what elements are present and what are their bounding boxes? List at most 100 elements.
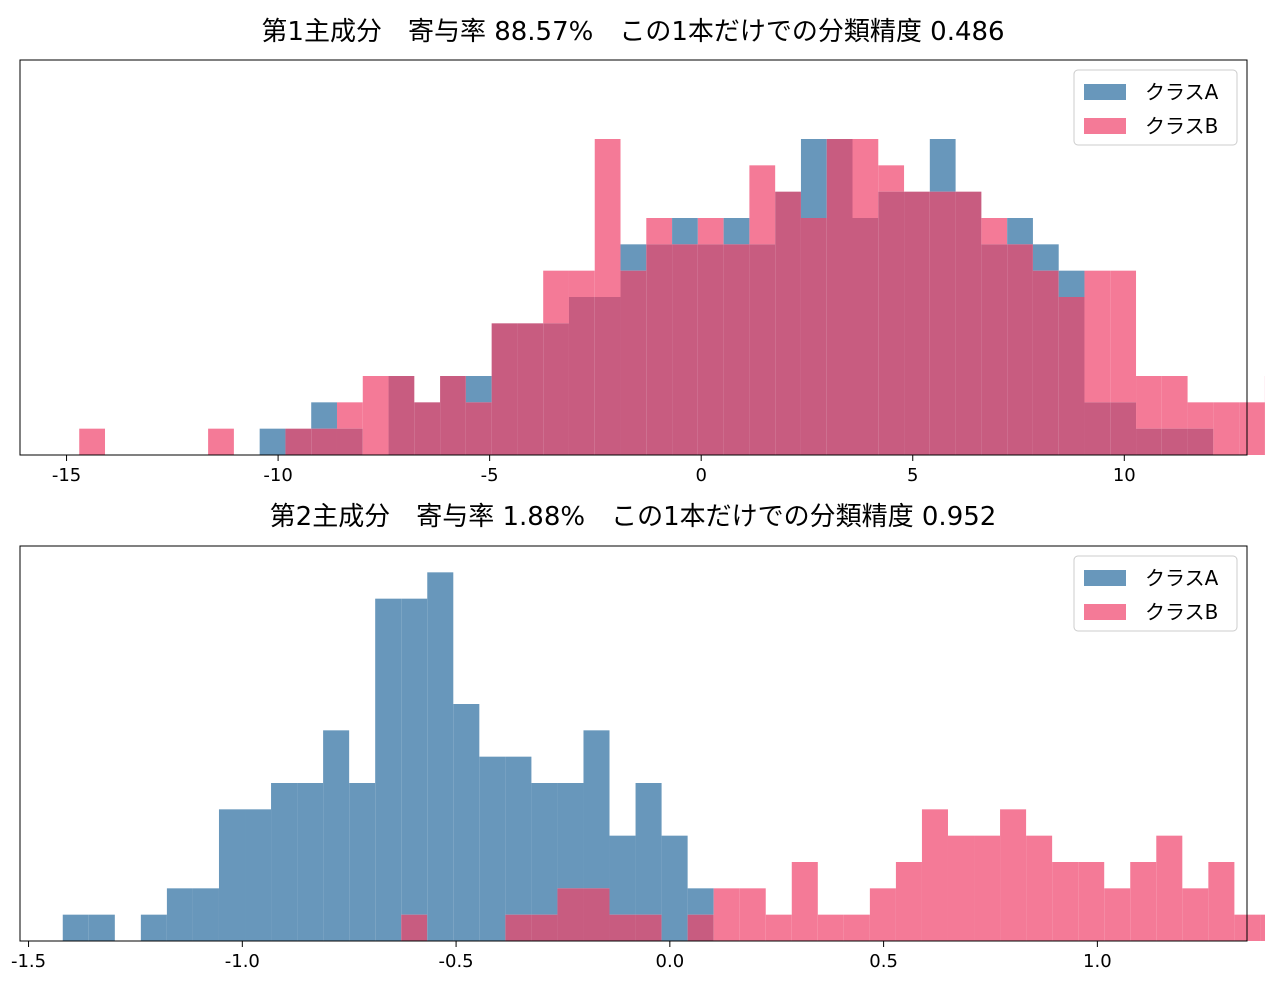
histogram-bar-class-a [167,888,193,941]
x-tick-label: -0.5 [439,951,474,972]
histogram-bar-class-a [636,783,662,915]
legend-label: クラスB [1145,114,1218,138]
histogram-bar-class-a [193,888,219,941]
histogram-bar-overlap [543,323,569,455]
histogram-bar-overlap [852,218,878,455]
histogram-bar-class-a [323,730,349,941]
histogram-bar-class-b [1136,376,1162,429]
histogram-bar-overlap [1033,271,1059,455]
histogram-bar-class-a [479,757,505,941]
histogram-bar-class-a [688,888,714,914]
histogram-bar-overlap [904,192,930,455]
histogram-bar-class-b [714,888,740,941]
histogram-bar-overlap [636,915,662,941]
x-tick-label: 10 [1113,465,1136,486]
histogram-bar-class-a [427,572,453,941]
histogram-bar-overlap [285,429,311,455]
histogram-bar-class-b [818,915,844,941]
histogram-bar-overlap [688,915,714,941]
histogram-bar-overlap [827,139,853,455]
histogram-bar-class-b [569,271,595,297]
x-tick-label: -1.5 [11,951,46,972]
histogram-bar-overlap [930,192,956,455]
histogram-bar-class-b [1182,888,1208,941]
histogram-bar-overlap [466,402,492,455]
histogram-bar-class-a [271,783,297,941]
histogram-bar-class-b [948,836,974,941]
histogram-bar-class-a [724,218,750,244]
histogram-bar-class-a [466,376,492,402]
histogram-bar-overlap [801,218,827,455]
histogram-bar-overlap [672,244,698,455]
histogram-bar-class-a [375,599,401,941]
histogram-bar-class-a [63,915,89,941]
histogram-bar-overlap [531,915,557,941]
histogram-bar-overlap [956,192,982,455]
histogram-bar-class-a [557,783,583,888]
legend-label: クラスB [1145,600,1218,624]
x-tick-label: -5 [481,465,499,486]
histogram-bar-class-a [349,783,375,941]
histogram-bar-class-a [662,836,688,941]
histogram-bar-overlap [517,323,543,455]
histogram-bar-class-b [922,809,948,941]
histogram-bar-class-b [1078,862,1104,941]
chart-1-title: 第1主成分 寄与率 88.57% この1本だけでの分類精度 0.486 [261,17,1004,47]
histogram-bar-overlap [775,192,801,455]
histogram-bar-overlap [1084,402,1110,455]
histogram-bar-overlap [1059,297,1085,455]
histogram-bar-class-a [245,809,271,941]
histogram-bar-class-a [297,783,323,941]
histogram-bar-overlap [621,271,647,455]
histogram-bar-class-a [89,915,115,941]
histogram-bar-class-a [672,218,698,244]
histogram-bar-class-a [621,244,647,270]
histogram-bar-class-b [1162,376,1188,429]
legend-label: クラスA [1145,566,1219,590]
histogram-bar-class-b [79,429,105,455]
histogram-bar-overlap [1136,429,1162,455]
histogram-bar-class-b [1052,862,1078,941]
histogram-bar-class-b [878,165,904,191]
histogram-bar-class-b [974,836,1000,941]
histogram-bar-class-b [337,402,363,428]
histogram-bar-class-a [610,836,636,915]
x-tick-label: 0 [695,465,706,486]
histogram-bar-class-b [646,218,672,244]
histogram-bar-overlap [878,192,904,455]
histogram-bar-overlap [583,888,609,941]
histogram-bar-class-b [896,862,922,941]
histogram-bar-overlap [414,402,440,455]
histogram-bar-class-a [260,429,286,455]
histogram-bar-overlap [505,915,531,941]
histogram-bar-class-b [1110,271,1136,403]
histogram-bar-class-a [1007,218,1033,244]
histogram-bar-class-a [531,783,557,915]
histogram-bar-overlap [492,323,518,455]
histogram-bar-class-a [505,757,531,915]
x-tick-label: -15 [52,465,81,486]
histogram-bar-class-b [1026,836,1052,941]
histogram-bar-class-b [844,915,870,941]
histogram-bar-class-b [595,139,621,297]
histogram-bar-class-b [1156,836,1182,941]
histogram-bar-overlap [981,244,1007,455]
histogram-bar-class-b [363,376,389,455]
histogram-bar-class-b [792,862,818,941]
histogram-bar-overlap [595,297,621,455]
x-tick-label: 5 [907,465,918,486]
histogram-bar-overlap [389,376,415,455]
histogram-bar-class-b [981,218,1007,244]
histogram-bar-class-b [1213,402,1239,455]
histogram-bar-class-a [141,915,167,941]
histogram-bar-class-b [1208,862,1234,941]
histogram-bar-class-b [1130,862,1156,941]
histogram-bar-overlap [749,244,775,455]
histogram-bar-overlap [646,244,672,455]
histogram-bar-class-b [1084,271,1110,403]
histogram-bar-class-b [1188,402,1214,428]
legend: クラスA クラスB [1074,556,1237,631]
histogram-bar-class-a [583,730,609,888]
x-tick-label: -10 [263,465,292,486]
